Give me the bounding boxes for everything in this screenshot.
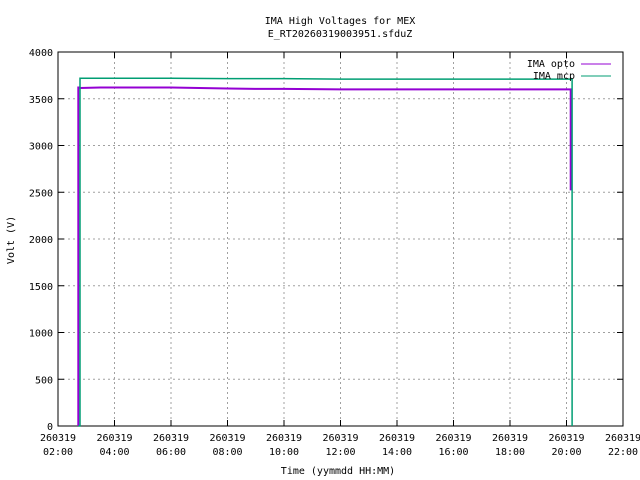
x-tick-date-label: 260319: [266, 433, 302, 444]
x-tick-time-label: 14:00: [382, 447, 412, 458]
x-tick-date-label: 260319: [96, 433, 132, 444]
chart-title: IMA High Voltages for MEX: [265, 16, 416, 27]
y-tick-label: 3500: [29, 95, 53, 106]
x-tick-date-label: 260319: [209, 433, 245, 444]
y-axis: 0 500 1000 1500 2000 2500 3000 3500 4000: [29, 48, 623, 433]
x-tick-date-label: 260319: [322, 433, 358, 444]
x-tick-time-label: 16:00: [438, 447, 468, 458]
legend-label-mcp: IMA mcp: [533, 71, 575, 82]
legend: IMA opto IMA mcp: [527, 59, 611, 82]
x-tick-date-label: 260319: [40, 433, 76, 444]
y-tick-label: 0: [47, 422, 53, 433]
x-tick-time-label: 02:00: [43, 447, 73, 458]
x-tick-date-label: 260319: [605, 433, 640, 444]
x-tick-time-label: 12:00: [325, 447, 355, 458]
x-tick-time-label: 06:00: [156, 447, 186, 458]
x-tick-time-label: 20:00: [551, 447, 581, 458]
series-lines: [77, 77, 573, 427]
y-axis-label: Volt (V): [6, 216, 17, 264]
y-tick-label: 1500: [29, 282, 53, 293]
chart-subtitle: E_RT20260319003951.sfduZ: [268, 29, 413, 40]
x-tick-time-label: 22:00: [608, 447, 638, 458]
y-tick-label: 2000: [29, 235, 53, 246]
x-tick-date-label: 260319: [492, 433, 528, 444]
x-tick-date-label: 260319: [435, 433, 471, 444]
x-tick-time-label: 18:00: [495, 447, 525, 458]
legend-label-opto: IMA opto: [527, 59, 575, 70]
x-tick-time-label: 08:00: [212, 447, 242, 458]
series-line-ima-mcp: [78, 77, 573, 427]
y-tick-label: 500: [35, 375, 53, 386]
x-tick-time-label: 04:00: [99, 447, 129, 458]
x-tick-date-label: 260319: [548, 433, 584, 444]
y-tick-label: 4000: [29, 48, 53, 59]
x-tick-date-label: 260319: [153, 433, 189, 444]
y-tick-label: 1000: [29, 329, 53, 340]
x-axis: 26031902:0026031904:0026031906:002603190…: [40, 52, 640, 458]
grid-lines: [58, 52, 623, 426]
series-line-ima-opto: [77, 86, 572, 426]
y-tick-label: 2500: [29, 188, 53, 199]
x-tick-time-label: 10:00: [269, 447, 299, 458]
y-tick-label: 3000: [29, 142, 53, 153]
x-tick-date-label: 260319: [379, 433, 415, 444]
x-axis-label: Time (yymmdd HH:MM): [281, 466, 395, 477]
